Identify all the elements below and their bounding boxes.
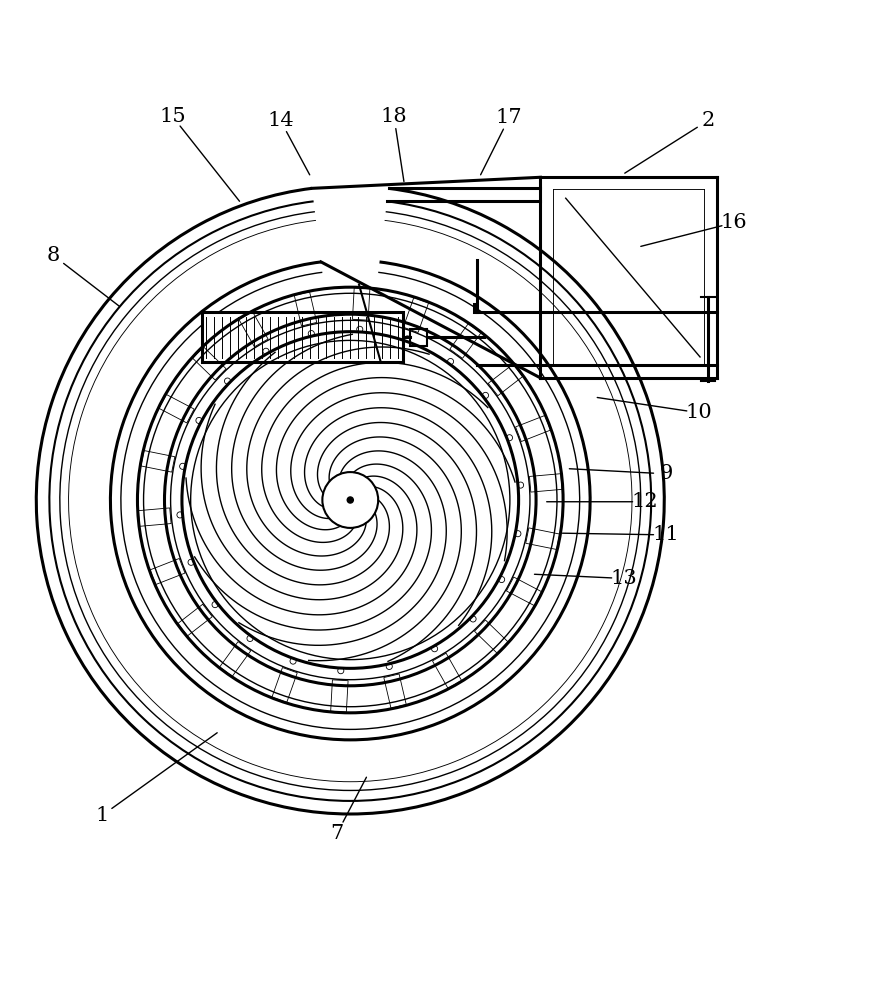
Bar bbox=[410, 329, 427, 346]
Text: 13: 13 bbox=[611, 569, 638, 588]
Text: 1: 1 bbox=[95, 806, 108, 825]
Text: 17: 17 bbox=[496, 108, 522, 127]
Text: 16: 16 bbox=[721, 213, 747, 232]
Text: 8: 8 bbox=[47, 246, 60, 265]
Text: 9: 9 bbox=[660, 464, 673, 483]
Text: 15: 15 bbox=[159, 107, 186, 126]
Text: 2: 2 bbox=[701, 111, 715, 130]
Text: 10: 10 bbox=[686, 403, 712, 422]
Text: 11: 11 bbox=[653, 525, 679, 544]
Bar bbox=[202, 312, 402, 362]
Text: 7: 7 bbox=[331, 824, 344, 843]
Text: 18: 18 bbox=[381, 107, 407, 126]
Text: 14: 14 bbox=[267, 111, 294, 130]
Text: 12: 12 bbox=[632, 492, 658, 511]
Circle shape bbox=[347, 497, 354, 503]
